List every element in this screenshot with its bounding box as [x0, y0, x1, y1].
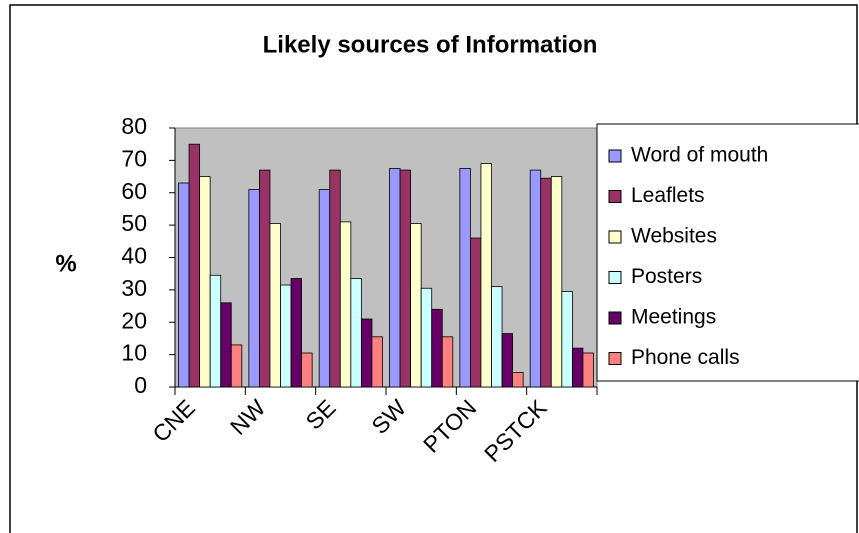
y-tick-label: 70 — [121, 145, 147, 171]
y-tick-label: 80 — [121, 113, 147, 139]
bar — [561, 291, 573, 388]
bar — [290, 278, 302, 388]
legend-swatch — [608, 311, 622, 325]
bar — [301, 352, 313, 388]
legend-label: Word of mouth — [631, 144, 768, 167]
legend-label: Leaflets — [631, 184, 705, 207]
legend-label: Posters — [631, 265, 702, 288]
bar — [410, 223, 422, 388]
bar — [188, 143, 201, 388]
legend-swatch — [608, 149, 622, 163]
bar — [491, 286, 503, 388]
bar — [480, 163, 492, 388]
bar — [220, 302, 232, 388]
bar — [529, 169, 542, 388]
bar — [258, 169, 271, 388]
bar — [371, 336, 383, 388]
bar — [501, 333, 513, 388]
bar — [441, 336, 454, 388]
bar — [269, 223, 281, 388]
chart-title: Likely sources of Information — [263, 31, 598, 58]
plot-area — [174, 127, 598, 388]
legend-swatch — [608, 190, 622, 203]
bar — [318, 189, 331, 388]
bar — [571, 347, 584, 388]
bar — [199, 176, 211, 388]
bar — [582, 352, 594, 388]
legend-swatch — [608, 352, 622, 365]
legend-label: Websites — [631, 225, 717, 248]
legend-swatch — [608, 230, 622, 244]
bar — [178, 182, 190, 388]
bar — [512, 372, 524, 388]
y-tick-label: 60 — [121, 178, 147, 204]
legend-box — [596, 123, 859, 382]
bar — [420, 287, 433, 388]
y-tick-label: 30 — [121, 275, 147, 301]
bar — [540, 177, 552, 388]
bar — [248, 189, 260, 388]
bar — [329, 169, 341, 388]
legend-label: Phone calls — [631, 346, 740, 369]
bar — [209, 274, 222, 388]
y-tick-label: 0 — [134, 372, 147, 398]
y-tick-label: 50 — [121, 210, 147, 236]
bar — [469, 237, 482, 388]
y-tick-label: 10 — [121, 340, 147, 366]
bar — [550, 176, 563, 388]
y-axis-label: % — [55, 250, 76, 277]
bar — [350, 278, 362, 388]
bar — [399, 169, 412, 388]
bar — [230, 344, 243, 388]
y-tick-label: 20 — [121, 307, 147, 333]
y-tick-label: 40 — [121, 243, 147, 269]
legend-swatch — [608, 271, 622, 284]
bar — [431, 308, 443, 388]
bar — [360, 318, 373, 388]
bar — [280, 284, 292, 388]
bar — [339, 221, 352, 388]
bar — [389, 168, 401, 388]
bar — [459, 168, 471, 388]
legend-label: Meetings — [631, 306, 716, 329]
